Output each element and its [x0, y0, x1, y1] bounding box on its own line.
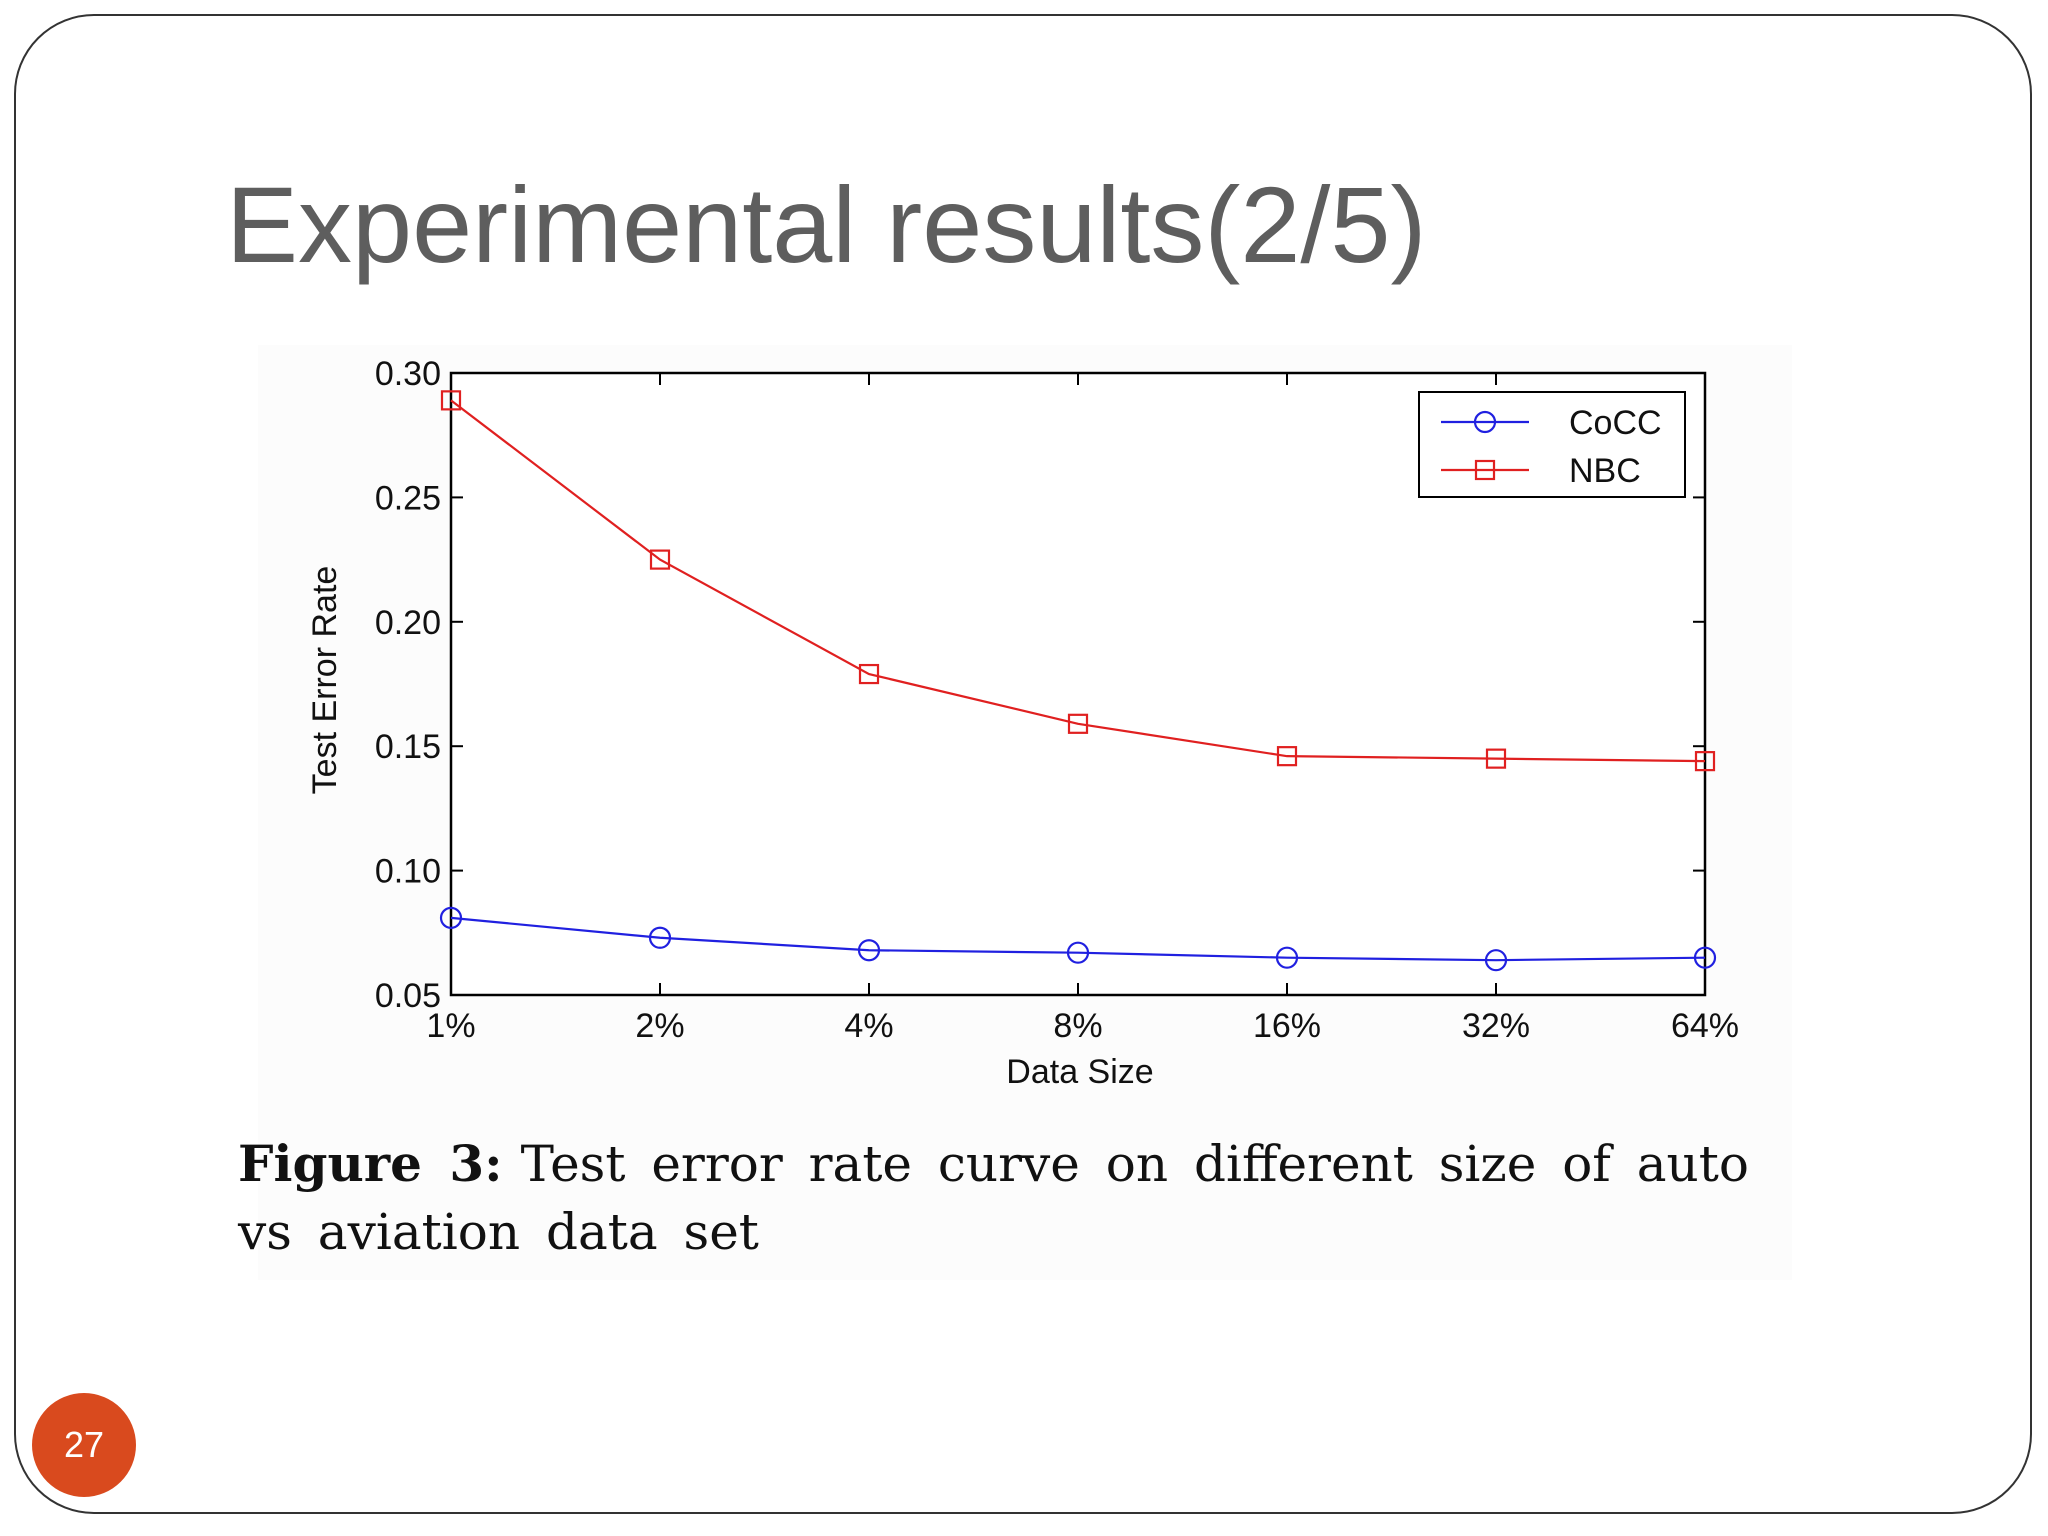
- x-tick-label: 2%: [635, 1007, 684, 1045]
- figure-caption-text: Test error rate curve on different size …: [238, 1135, 1749, 1261]
- data-point-nbc: [1276, 746, 1298, 767]
- y-tick-label: 0.10: [375, 853, 441, 891]
- x-tick-label: 32%: [1462, 1007, 1530, 1045]
- x-tick-label: 16%: [1253, 1007, 1321, 1045]
- data-point-nbc: [440, 390, 462, 411]
- figure-caption-label: Figure 3:: [238, 1134, 503, 1193]
- data-point-cocc: [648, 926, 672, 949]
- data-point-cocc: [1066, 941, 1090, 964]
- x-tick-label: 4%: [844, 1007, 893, 1045]
- data-point-cocc: [439, 906, 463, 929]
- x-axis-label: Data Size: [1006, 1053, 1153, 1091]
- data-point-nbc: [649, 549, 671, 570]
- y-tick-label: 0.20: [375, 604, 441, 642]
- x-tick-label: 1%: [426, 1007, 475, 1045]
- legend-label-nbc: NBC: [1569, 452, 1641, 490]
- data-point-nbc: [858, 663, 880, 685]
- data-point-cocc: [1484, 949, 1508, 972]
- x-tick-label: 8%: [1053, 1007, 1102, 1045]
- data-point-cocc: [1275, 946, 1299, 969]
- data-point-cocc: [857, 939, 881, 962]
- figure-caption: Figure 3: Test error rate curve on differ…: [238, 1130, 1798, 1266]
- series-line-nbc: [450, 399, 1706, 763]
- y-tick-label: 0.15: [375, 728, 441, 766]
- page-number-badge: 27: [32, 1393, 136, 1497]
- legend-box: [1418, 391, 1686, 498]
- legend-marker-cocc: [1473, 410, 1497, 434]
- data-point-nbc: [1694, 751, 1716, 772]
- x-tick-label: 64%: [1671, 1007, 1739, 1045]
- y-tick-label: 0.05: [375, 977, 441, 1015]
- y-tick-label: 0.30: [375, 355, 441, 393]
- series-line-cocc: [450, 916, 1706, 962]
- y-tick-label: 0.25: [375, 479, 441, 517]
- legend-label-cocc: CoCC: [1569, 404, 1662, 442]
- data-point-nbc: [1485, 748, 1507, 769]
- data-point-cocc: [1693, 946, 1717, 969]
- data-point-nbc: [1067, 713, 1089, 734]
- slide-title: Experimental results(2/5): [226, 164, 1427, 285]
- y-axis-label: Test Error Rate: [306, 566, 344, 795]
- legend-marker-nbc: [1474, 459, 1496, 481]
